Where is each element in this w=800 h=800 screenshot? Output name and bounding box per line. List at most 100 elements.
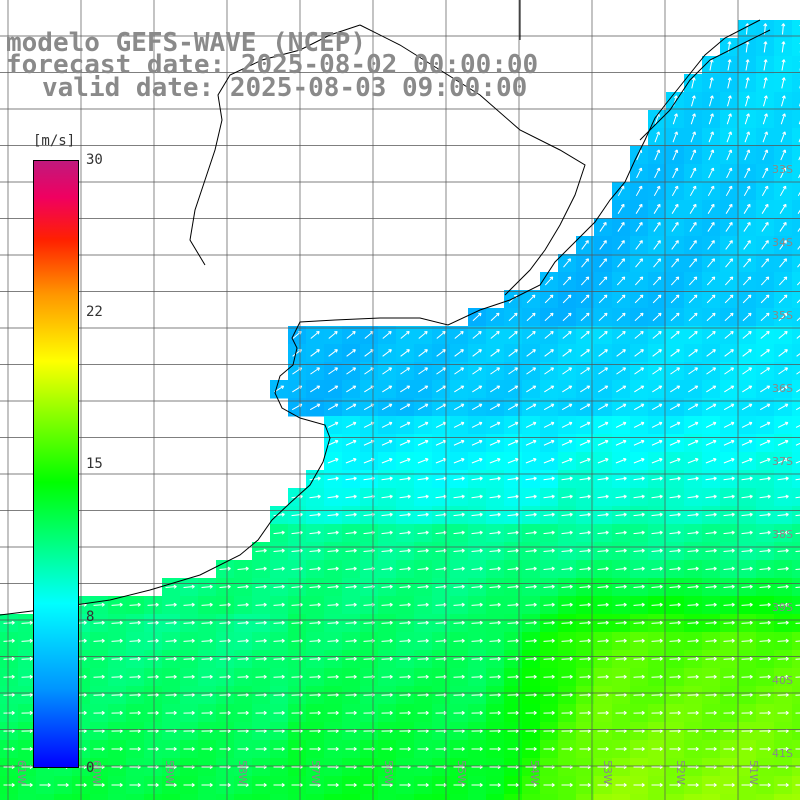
colorbar-tick-30: 30 (86, 152, 103, 168)
wind-arrow (760, 276, 770, 286)
wind-cell (198, 794, 217, 800)
wind-arrow (706, 349, 716, 357)
wind-cell (630, 794, 649, 800)
wind-arrow (780, 167, 787, 179)
wind-arrow (346, 349, 356, 357)
wind-cell (342, 794, 361, 800)
wind-arrow (652, 349, 662, 357)
wind-arrow (490, 330, 500, 339)
lon-label: 61W (15, 760, 28, 785)
wind-arrow (688, 276, 698, 286)
wind-arrow (706, 312, 716, 322)
wind-arrow (798, 173, 800, 179)
wind-arrow (562, 294, 572, 304)
wind-arrow (670, 294, 680, 304)
wind-arrow (689, 221, 697, 232)
wind-arrow (381, 421, 393, 428)
wind-arrow (670, 312, 680, 322)
wind-arrow (671, 240, 679, 250)
wind-cell (306, 794, 325, 800)
lon-label: 58W (236, 760, 249, 785)
wind-arrow (598, 367, 608, 375)
wind-arrow (743, 258, 751, 268)
wind-arrow (562, 276, 572, 286)
wind-arrow (709, 95, 714, 107)
wind-cell (774, 794, 793, 800)
wind-arrow (634, 367, 644, 375)
wind-cell (792, 200, 800, 219)
wind-cell (792, 182, 800, 201)
wind-arrow (418, 385, 429, 393)
wind-arrow (490, 349, 500, 357)
wind-cell (162, 794, 181, 800)
wind-arrow (781, 41, 786, 53)
wind-arrow (762, 131, 769, 143)
wind-arrow (652, 294, 662, 304)
wind-arrow (706, 385, 717, 393)
wind-arrow (580, 276, 590, 286)
wind-cell (792, 416, 800, 435)
wind-arrow (705, 421, 717, 428)
wind-arrow (526, 312, 536, 322)
wind-arrow (778, 294, 788, 304)
wind-cell (450, 794, 469, 800)
wind-cell (792, 254, 800, 273)
wind-arrow (669, 421, 681, 428)
wind-arrow (580, 294, 590, 304)
wind-arrow (778, 349, 788, 357)
wind-arrow (691, 95, 696, 107)
wind-arrow (742, 367, 752, 375)
wind-cell (468, 794, 487, 800)
wind-arrow (634, 385, 645, 393)
wind-arrow (708, 149, 715, 161)
wind-arrow (581, 240, 589, 250)
wind-arrow (688, 330, 698, 339)
wind-cell (792, 74, 800, 93)
wind-cell (792, 326, 800, 345)
wind-arrow (725, 240, 733, 250)
wind-arrow (617, 240, 625, 250)
wind-arrow (345, 421, 357, 428)
wind-arrow (382, 385, 393, 393)
colorbar (33, 160, 79, 768)
wind-arrow (779, 221, 787, 232)
colorbar-tick-15: 15 (86, 456, 103, 472)
wind-arrow (472, 349, 482, 357)
lon-label: 57W (309, 760, 322, 785)
lon-label: 53W (601, 760, 614, 785)
wind-arrow (761, 258, 769, 268)
wind-arrow (526, 294, 536, 304)
wind-arrow (725, 258, 733, 268)
wind-arrow (743, 240, 751, 250)
wind-arrow (544, 385, 555, 393)
wind-arrow (671, 185, 679, 197)
wind-arrow (760, 312, 770, 322)
wind-speed-field (0, 20, 800, 800)
wind-arrow (309, 403, 321, 411)
wind-arrow (653, 185, 661, 197)
wind-arrow (400, 349, 410, 357)
wind-cell (612, 794, 631, 800)
wind-arrow (796, 353, 800, 357)
wind-arrow (328, 367, 338, 375)
wind-arrow (310, 367, 320, 375)
wind-arrow (635, 203, 643, 214)
wind-cell (792, 344, 800, 363)
wind-arrow (761, 203, 769, 214)
wind-arrow (759, 403, 771, 411)
wind-arrow (778, 385, 789, 393)
wind-cell (90, 794, 109, 800)
wind-cell (522, 794, 541, 800)
wind-arrow (436, 385, 447, 393)
wind-arrow (688, 385, 699, 393)
wind-arrow (744, 131, 751, 143)
wind-arrow (706, 276, 716, 286)
wind-arrow (727, 95, 732, 107)
wind-arrow (453, 403, 465, 411)
wind-arrow (707, 258, 715, 268)
wind-arrow (418, 330, 428, 339)
wind-arrow (579, 421, 591, 428)
wind-cell (792, 92, 800, 111)
wind-arrow (617, 258, 625, 268)
wind-arrow (636, 167, 643, 179)
